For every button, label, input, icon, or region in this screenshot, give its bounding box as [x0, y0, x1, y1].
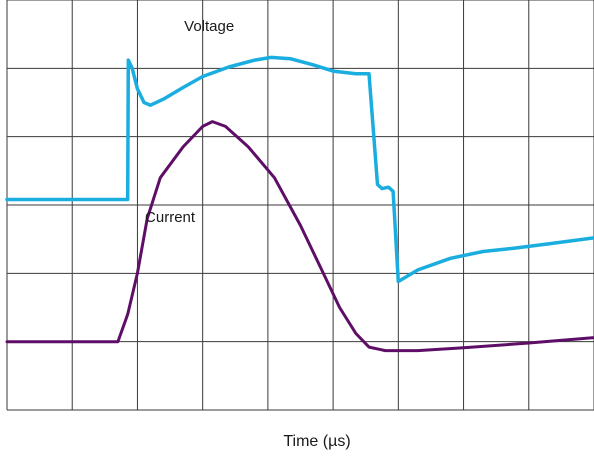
voltage-annotation: Voltage [184, 18, 234, 35]
x-axis-label: Time (µs) [283, 433, 350, 450]
grid [6, 0, 594, 411]
current-series-line [5, 120, 594, 353]
current-annotation: Current [145, 209, 196, 226]
voltage-series-line [5, 55, 594, 284]
